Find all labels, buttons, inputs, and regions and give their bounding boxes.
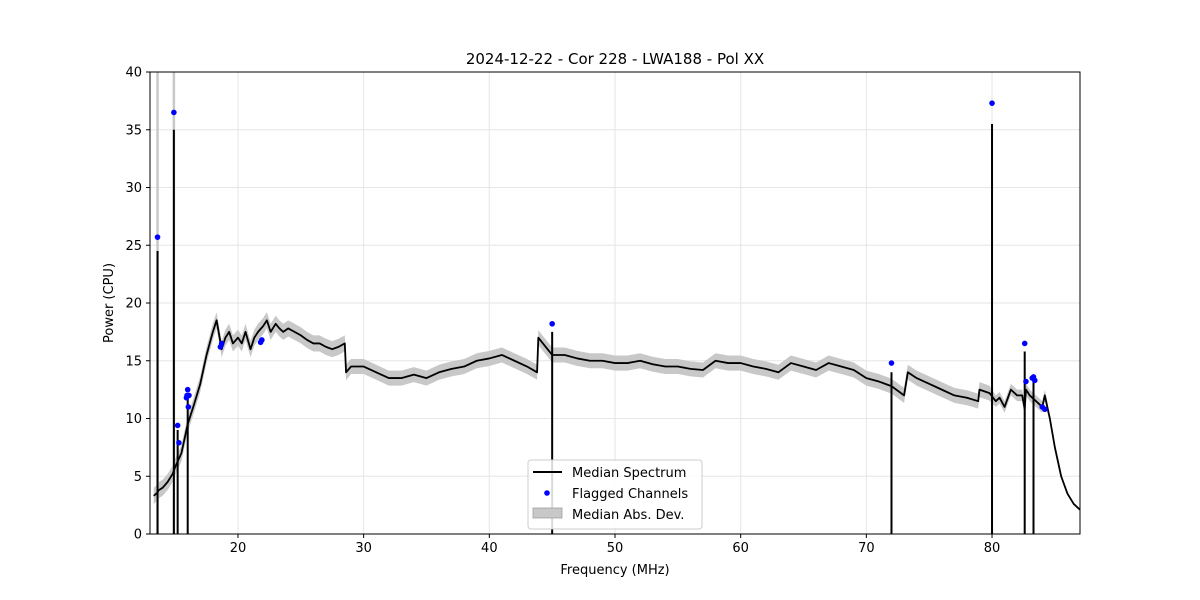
x-tick-label: 70 [858,541,875,556]
flagged-point [184,386,191,393]
mad-band-area [153,312,1080,511]
y-tick-label: 0 [134,528,142,543]
flagged-point [1042,406,1048,413]
legend-box [527,459,703,530]
y-tick-label: 5 [134,470,142,485]
flagged-point [171,109,177,116]
x-tick-label: 40 [481,541,498,556]
flagged-point [154,234,161,240]
flagged-point [259,337,265,343]
y-axis-label: Power (CPU) [102,263,117,343]
y-tick-label: 30 [125,181,142,196]
flagged-point [1023,378,1029,385]
flagged-point [549,320,555,327]
flagged-point [176,439,182,446]
flagged-point [989,100,995,106]
flagged-point [174,422,181,429]
y-tick-label: 20 [125,297,142,312]
x-axis-label: Frequency (MHz) [560,563,669,578]
flagged-channels [154,100,1048,446]
y-tick-label: 15 [125,354,142,369]
legend-band-swatch [532,507,563,519]
y-tick-label: 35 [125,123,142,138]
x-axis-ticks: 20 30 40 50 60 70 80 [230,534,1001,556]
legend-median-label: Median Spectrum [572,466,686,481]
y-tick-label: 10 [125,412,142,427]
x-tick-label: 30 [355,541,372,556]
y-tick-label: 25 [125,239,142,254]
median-spectrum-path [153,319,1081,511]
x-tick-label: 80 [984,541,1001,556]
y-axis-ticks: 0 5 10 15 20 25 30 35 40 [125,66,150,543]
flagged-point [888,360,895,366]
flagged-point [186,392,192,399]
legend: Median Spectrum Flagged Channels Median … [527,459,703,530]
legend-dot-swatch [544,490,550,496]
chart-title: 2024-12-22 - Cor 228 - LWA188 - Pol XX [466,50,764,68]
x-tick-label: 50 [607,541,624,556]
flagged-point [185,404,192,410]
flagged-point [218,340,225,347]
flagged-point [1031,377,1038,384]
x-tick-label: 60 [732,541,749,556]
flagged-point [1021,340,1028,347]
legend-flagged-label: Flagged Channels [572,487,688,502]
x-tick-label: 20 [230,541,247,556]
y-tick-label: 40 [125,66,142,81]
legend-mad-label: Median Abs. Dev. [572,508,684,523]
